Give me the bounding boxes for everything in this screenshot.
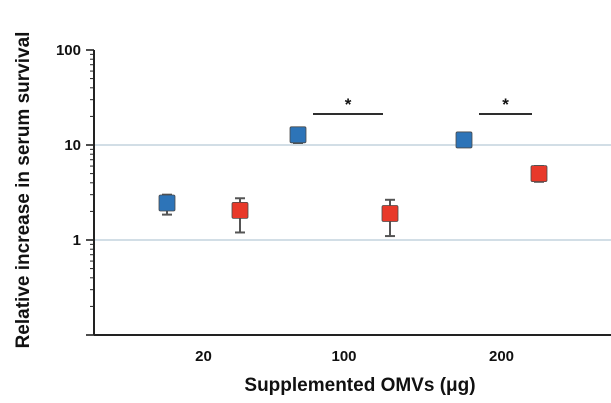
data-point-series1-100 [289,126,307,144]
axes: 1 10 100 20 100 200 [56,42,611,365]
data-point-series1-200 [455,131,473,149]
y-axis-title: Relative increase in serum survival [13,32,34,349]
data-marks [158,126,548,238]
data-point-series2-200 [530,165,548,182]
significance-annotations: * * [313,95,532,115]
data-point-series1-20 [158,194,176,212]
x-tick-label-1: 100 [331,348,356,365]
y-tick-label-1: 10 [64,137,81,154]
significance-star-1: * [502,95,509,114]
data-point-series2-100 [381,205,399,222]
y-tick-label-2: 100 [56,42,81,59]
x-axis-title: Supplemented OMVs (μg) [244,375,475,396]
x-tick-label-0: 20 [195,348,212,365]
significance-star-0: * [345,95,352,114]
x-tick-label-2: 200 [489,348,514,365]
gridlines [94,144,611,241]
y-tick-label-0: 1 [73,232,81,249]
data-point-series2-20 [231,201,249,219]
